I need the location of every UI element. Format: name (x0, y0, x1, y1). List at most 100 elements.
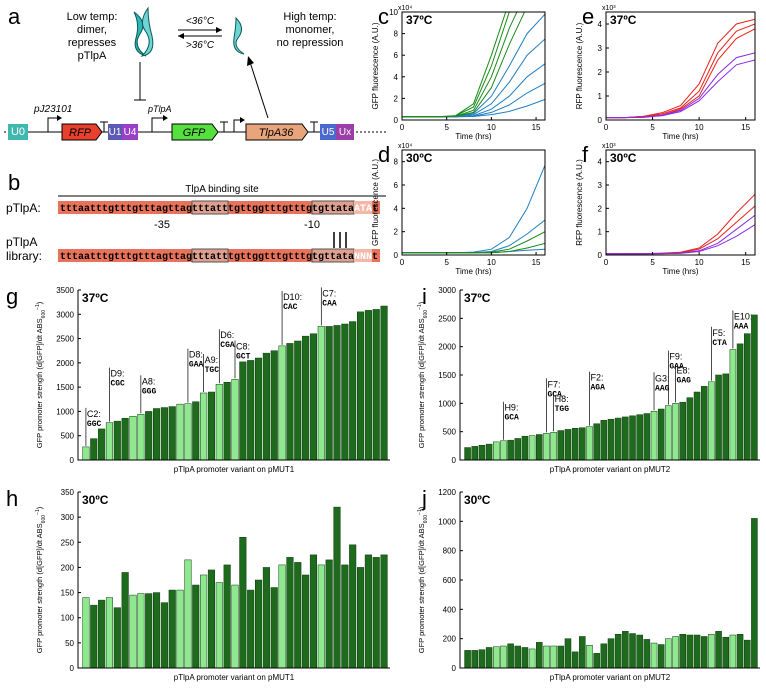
y-axis-label-part: 600 (41, 310, 47, 319)
bar (500, 645, 507, 669)
x-tick-label: 0 (400, 258, 405, 267)
bar (679, 634, 686, 669)
y-tick-label: 1500 (56, 383, 74, 392)
annotation-codon: CAA (322, 299, 337, 308)
bar (471, 650, 479, 669)
part-label: U1 (109, 127, 122, 138)
bar (729, 349, 737, 461)
x-tick-label: 15 (741, 123, 750, 132)
panel-letter: f (582, 142, 589, 167)
annotation-codon: TGG (555, 405, 570, 414)
bar (485, 443, 493, 461)
temperature-label: 37ºC (610, 13, 637, 27)
bar (176, 403, 184, 461)
sequence-part: tgttata (312, 252, 354, 263)
annotation-codon: GCT (236, 352, 251, 361)
x-axis-label: Time (hrs) (662, 132, 698, 141)
row-label: pTlpA (6, 235, 37, 249)
y-tick-label: 0 (394, 251, 399, 260)
part-label: U0 (11, 126, 25, 138)
annotation-codon: GGG (142, 387, 157, 396)
bar (614, 417, 622, 461)
bar (294, 340, 302, 461)
annotation-codon: GCA (547, 390, 562, 399)
bar (593, 653, 600, 669)
annotation-label: F7: (547, 379, 560, 389)
line-series (402, 219, 545, 254)
panel-letter: a (8, 4, 21, 29)
y-tick-label: 3000 (56, 310, 74, 319)
line-series (606, 59, 755, 119)
annotation-codon: GAA (669, 363, 684, 372)
sequence-part: tttatt (192, 252, 228, 263)
x-axis-label: pTlpA promoter variant on pMUT2 (550, 465, 671, 474)
box-label: -35 (154, 219, 170, 231)
bar (270, 350, 278, 461)
bar (650, 411, 658, 461)
bar (160, 407, 168, 461)
y-tick-label: 2 (598, 68, 603, 77)
y-tick-label: 2 (394, 94, 399, 103)
sequence-part: ATA (354, 204, 372, 215)
bar (325, 326, 333, 461)
promoter-label: pTlpA (147, 104, 172, 114)
plot-frame (401, 11, 546, 121)
annotation-codon: TGC (205, 366, 220, 375)
y-tick-label: 1500 (438, 371, 456, 380)
bar (207, 391, 216, 461)
bar (364, 310, 372, 461)
line-series (402, 38, 545, 118)
y-axis-label: GFP promoter strength (d[GFP]/dt ABS600−… (417, 506, 429, 653)
annotation-label: H9: (504, 403, 518, 413)
annotation-label: D8: (189, 350, 203, 360)
y-axis-label-part: 600 (423, 310, 429, 319)
bar (341, 564, 349, 669)
bar (270, 587, 278, 669)
bar (168, 589, 176, 669)
bar (90, 438, 98, 461)
y-axis-label-part: ) (417, 301, 426, 304)
bar (294, 562, 302, 669)
y-tick-label: 1000 (438, 517, 456, 526)
temperature-label: 30ºC (464, 493, 491, 507)
annotation-label: F9: (669, 352, 682, 362)
bar (629, 415, 636, 461)
high-temp-text: no repression (277, 37, 344, 49)
sequence-part: tttaatttgtttgtttagttag (60, 252, 192, 263)
multiplier: x10⁴ (398, 143, 412, 150)
bar (215, 383, 223, 461)
bar (751, 314, 758, 461)
bar (550, 645, 557, 669)
box (354, 249, 372, 262)
x-tick-label: 5 (444, 123, 449, 132)
bar (607, 638, 615, 669)
annotation-codon: AGA (590, 384, 605, 393)
y-tick-label: 0 (598, 116, 603, 125)
arrowhead (57, 115, 62, 121)
bar (207, 569, 216, 669)
annotation-label: F5: (712, 328, 725, 338)
y-tick-label: 0 (598, 251, 603, 260)
y-tick-label: 4 (394, 204, 399, 213)
y-tick-label: 600 (443, 576, 457, 585)
panel-letter: b (8, 170, 20, 195)
y-tick-label: 0 (70, 456, 75, 465)
annotation-label: G3: (655, 373, 670, 383)
bar (333, 506, 341, 669)
bar (82, 446, 90, 461)
x-tick-label: 5 (444, 258, 449, 267)
x-axis-label: Time (hrs) (662, 267, 698, 276)
low-temp-text: Low temp: (67, 11, 118, 23)
bar (262, 567, 270, 669)
panel-letter: i (422, 284, 427, 309)
bar (200, 574, 208, 669)
bar (113, 607, 121, 669)
annotation-label: E10: (734, 312, 753, 322)
arrow-label: <36°C (186, 16, 215, 27)
bar (286, 557, 294, 669)
annotation-label: C7: (322, 288, 336, 298)
bar (223, 382, 231, 461)
plot-lines (606, 18, 755, 119)
bar (729, 634, 737, 669)
sequence-part: tgttggtttgtttg (228, 204, 312, 215)
